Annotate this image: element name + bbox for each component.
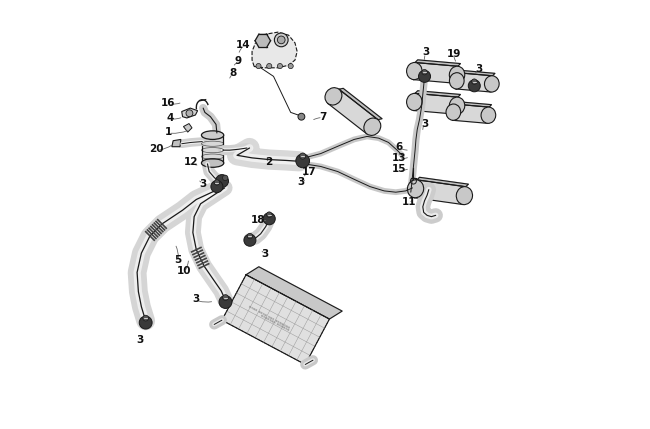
Ellipse shape [407, 94, 422, 111]
Text: 3: 3 [192, 294, 200, 305]
Text: 19: 19 [447, 48, 461, 59]
Text: 3: 3 [199, 178, 206, 189]
Polygon shape [414, 180, 465, 205]
Circle shape [278, 36, 285, 44]
Ellipse shape [481, 107, 496, 124]
Polygon shape [415, 91, 460, 97]
Polygon shape [456, 73, 493, 92]
Text: 12: 12 [184, 157, 198, 167]
Polygon shape [246, 267, 342, 319]
Text: 3: 3 [136, 335, 143, 345]
Circle shape [222, 175, 228, 181]
Ellipse shape [408, 180, 424, 198]
Ellipse shape [449, 97, 465, 114]
Circle shape [219, 296, 232, 308]
Circle shape [211, 181, 223, 193]
Text: 4: 4 [167, 113, 174, 123]
Circle shape [143, 315, 149, 321]
Text: 3: 3 [298, 177, 305, 187]
Polygon shape [172, 139, 181, 147]
Text: aaaa aaaa aaa aaaaaaa: aaaa aaaa aaa aaaaaaa [248, 304, 291, 329]
Text: 3: 3 [421, 118, 428, 129]
Text: 10: 10 [177, 266, 192, 276]
Ellipse shape [407, 63, 422, 80]
Polygon shape [415, 60, 460, 66]
Polygon shape [252, 32, 297, 68]
Polygon shape [454, 102, 491, 107]
Text: 14: 14 [236, 40, 251, 50]
Circle shape [296, 154, 309, 168]
Text: 17: 17 [302, 166, 316, 177]
Circle shape [468, 80, 480, 92]
Polygon shape [452, 104, 489, 124]
Text: 16: 16 [161, 98, 176, 108]
Text: 3: 3 [422, 47, 430, 57]
Polygon shape [458, 70, 495, 76]
Text: 11: 11 [402, 197, 416, 208]
Circle shape [419, 70, 430, 82]
Polygon shape [413, 94, 458, 114]
Text: 3: 3 [261, 249, 268, 259]
Circle shape [266, 212, 272, 217]
Text: 18: 18 [252, 214, 266, 225]
Ellipse shape [456, 187, 473, 205]
Circle shape [139, 316, 152, 329]
Text: 6: 6 [395, 142, 402, 152]
Text: 20: 20 [150, 144, 164, 154]
Ellipse shape [364, 118, 381, 136]
Circle shape [266, 63, 272, 69]
Text: aaaaaaa aaaaaa: aaaaaaa aaaaaa [259, 313, 289, 332]
Polygon shape [202, 135, 223, 163]
Text: 15: 15 [391, 164, 406, 175]
Text: 1: 1 [165, 127, 172, 137]
Polygon shape [222, 275, 330, 365]
Circle shape [278, 63, 283, 69]
Ellipse shape [202, 131, 224, 139]
Circle shape [472, 79, 477, 84]
Polygon shape [183, 124, 192, 132]
Text: 3: 3 [475, 63, 482, 74]
Text: 8: 8 [229, 68, 237, 78]
Circle shape [288, 63, 293, 69]
Circle shape [186, 110, 193, 117]
Text: 2: 2 [266, 157, 273, 167]
Ellipse shape [449, 66, 465, 83]
Circle shape [298, 113, 305, 120]
Polygon shape [413, 63, 458, 83]
Ellipse shape [484, 76, 499, 92]
Text: 13: 13 [391, 153, 406, 163]
Polygon shape [328, 89, 378, 134]
Circle shape [300, 153, 306, 159]
Polygon shape [182, 108, 198, 118]
Circle shape [263, 213, 275, 225]
Circle shape [247, 233, 253, 239]
Polygon shape [255, 34, 270, 48]
Ellipse shape [449, 73, 464, 89]
Ellipse shape [446, 104, 461, 120]
Circle shape [222, 295, 228, 300]
Circle shape [244, 234, 256, 246]
Circle shape [274, 33, 288, 47]
Polygon shape [339, 88, 382, 120]
Polygon shape [417, 177, 469, 187]
Circle shape [256, 63, 261, 69]
Text: 9: 9 [235, 56, 242, 66]
Ellipse shape [202, 159, 224, 167]
Circle shape [422, 69, 427, 75]
Circle shape [216, 175, 229, 187]
Text: 7: 7 [319, 112, 326, 122]
Ellipse shape [325, 88, 342, 105]
Text: 5: 5 [175, 254, 182, 265]
Circle shape [214, 180, 220, 185]
